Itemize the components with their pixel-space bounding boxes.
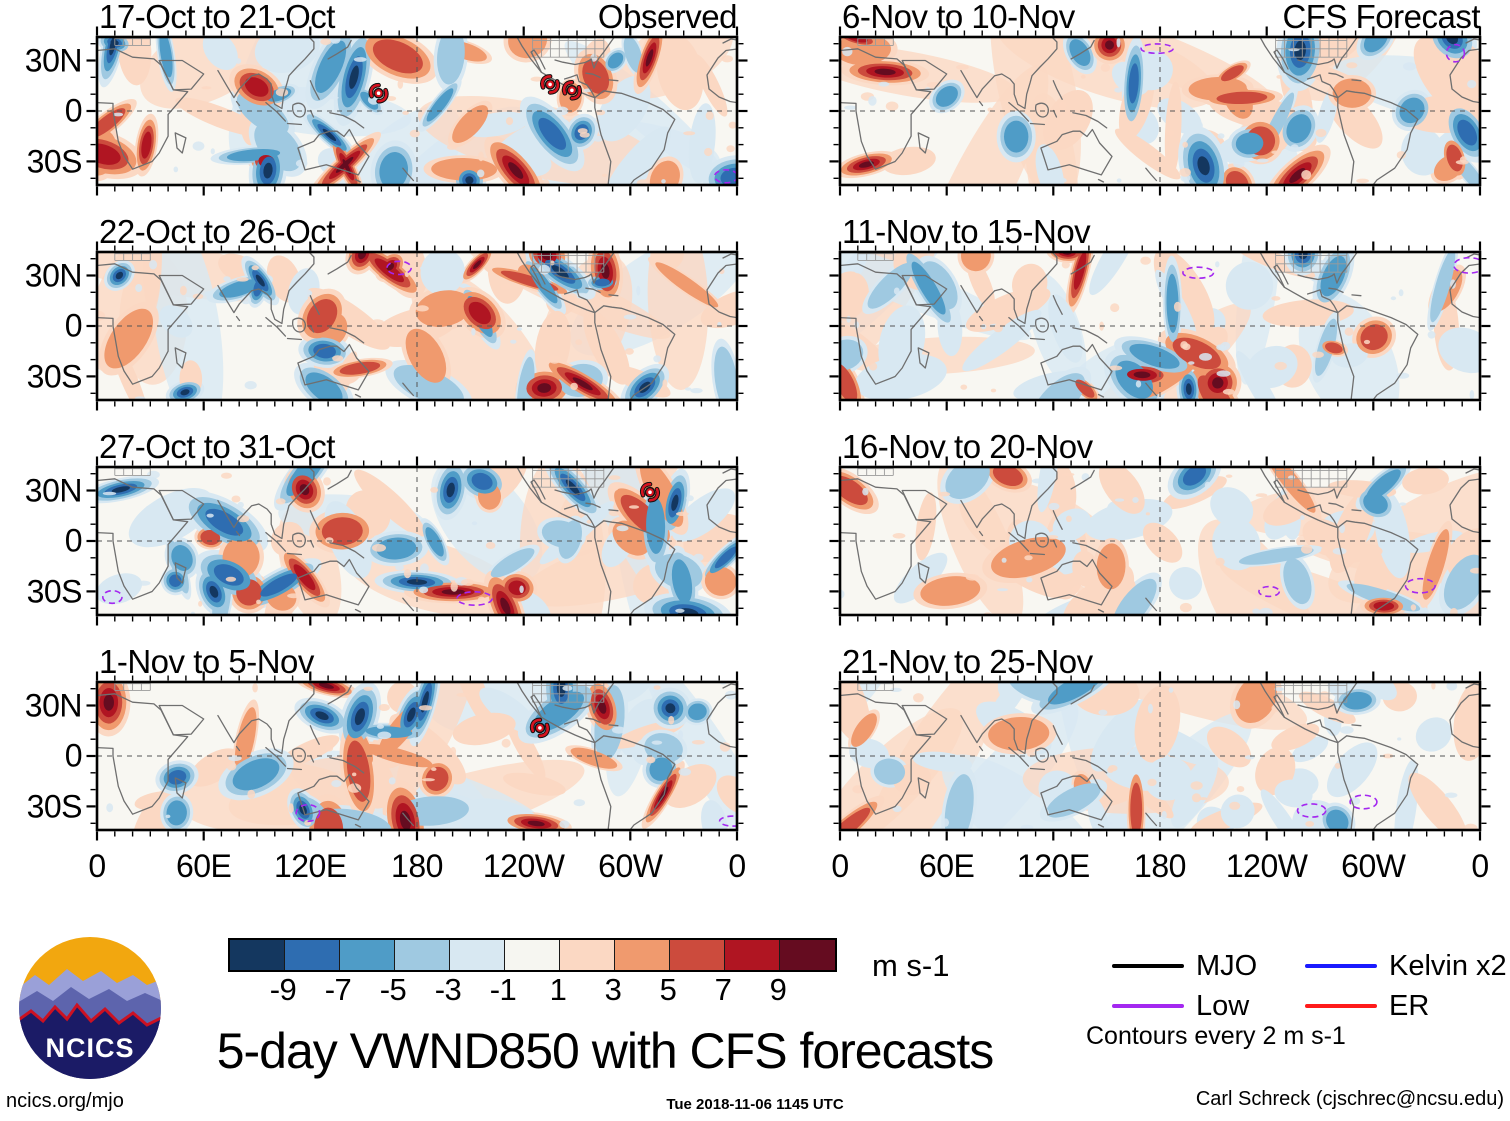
colorbar-swatch xyxy=(505,940,560,970)
map-canvas xyxy=(829,456,1491,626)
colorbar-tick-label: -7 xyxy=(324,972,352,1007)
map-canvas xyxy=(86,241,748,411)
lat-tick-label: 30S xyxy=(26,573,83,609)
legend-line-er xyxy=(1305,1004,1377,1008)
tropical-cyclone-icon xyxy=(540,74,561,95)
lat-tick-label: 0 xyxy=(64,92,83,129)
colorbar-tick-label: 3 xyxy=(604,972,622,1007)
panel-title: 17-Oct to 21-Oct xyxy=(99,0,335,35)
lat-tick-label: 30N xyxy=(24,257,83,293)
figure-title: 5-day VWND850 with CFS forecasts xyxy=(216,1023,995,1079)
colorbar-swatch xyxy=(230,940,285,970)
logo-foreground xyxy=(19,1005,161,1079)
lon-tick-label: 180 xyxy=(1134,848,1186,884)
panel-title: 11-Nov to 15-Nov xyxy=(842,213,1091,250)
legend-label: MJO xyxy=(1196,950,1258,982)
lat-tick-label: 0 xyxy=(64,737,83,774)
panel-observed-1nov: 1-Nov to 5-Nov xyxy=(86,644,748,841)
lon-tick-label: 120E xyxy=(1016,848,1090,884)
contour-interval-note: Contours every 2 m s-1 xyxy=(1086,1022,1346,1050)
lat-tick-label: 30N xyxy=(24,42,83,78)
legend-line-low xyxy=(1112,1004,1184,1008)
lon-tick-label: 60E xyxy=(918,848,975,884)
lon-tick-label: 0 xyxy=(1471,848,1489,884)
lat-tick-label: 0 xyxy=(64,522,83,559)
lon-tick-label: 60W xyxy=(598,848,663,884)
legend-line-mjo xyxy=(1112,964,1184,968)
colorbar-tick-label: -1 xyxy=(489,972,517,1007)
generation-timestamp: Tue 2018-11-06 1145 UTC xyxy=(666,1096,844,1113)
colorbar xyxy=(228,938,837,972)
panel-title: 27-Oct to 31-Oct xyxy=(99,428,335,465)
colorbar-swatch xyxy=(780,940,835,970)
panel-forecast-16nov: 16-Nov to 20-Nov xyxy=(829,429,1491,626)
colorbar-swatch xyxy=(340,940,395,970)
colorbar-swatch xyxy=(560,940,615,970)
lon-tick-label: 0 xyxy=(88,848,106,884)
tropical-cyclone-icon xyxy=(561,79,582,101)
colorbar-tick-label: -9 xyxy=(269,972,297,1007)
panel-title: 6-Nov to 10-Nov xyxy=(842,0,1075,35)
lon-tick-label: 0 xyxy=(728,848,746,884)
lat-tick-label: 30S xyxy=(26,143,83,179)
lon-tick-label: 180 xyxy=(391,848,443,884)
lon-tick-label: 60E xyxy=(175,848,232,884)
colorbar-tick-label: 5 xyxy=(659,972,677,1007)
colorbar-swatch xyxy=(615,940,670,970)
colorbar-swatch xyxy=(670,940,725,970)
legend-line-kelvin-x2 xyxy=(1305,964,1377,968)
tropical-cyclone-icon xyxy=(529,717,550,739)
colorbar-swatch xyxy=(725,940,780,970)
lat-tick-label: 30N xyxy=(24,472,83,508)
colorbar-tick-label: 1 xyxy=(549,972,567,1007)
panel-title: 22-Oct to 26-Oct xyxy=(99,213,335,250)
column-header-observed: Observed xyxy=(597,0,738,35)
colorbar-swatch xyxy=(285,940,340,970)
legend-label: Kelvin x2 xyxy=(1389,950,1507,982)
lon-tick-label: 0 xyxy=(831,848,849,884)
panel-observed-17oct: 17-Oct to 21-Oct Observed xyxy=(86,0,748,196)
author-credit: Carl Schreck (cjschrec@ncsu.edu) xyxy=(1195,1088,1504,1110)
colorbar-swatch xyxy=(395,940,450,970)
colorbar-swatch xyxy=(450,940,505,970)
panel-observed-22oct: 22-Oct to 26-Oct xyxy=(86,214,748,411)
panel-observed-27oct: 27-Oct to 31-Oct xyxy=(86,429,748,626)
lat-tick-label: 30S xyxy=(26,358,83,394)
panel-forecast-11nov: 11-Nov to 15-Nov xyxy=(829,214,1491,411)
lat-tick-label: 30N xyxy=(24,687,83,723)
colorbar-tick-label: 9 xyxy=(769,972,787,1007)
panel-title: 1-Nov to 5-Nov xyxy=(99,643,314,680)
map-canvas xyxy=(829,26,1491,196)
panel-title: 16-Nov to 20-Nov xyxy=(842,428,1093,465)
panel-forecast-6nov: 6-Nov to 10-Nov CFS Forecast xyxy=(829,0,1491,196)
map-canvas xyxy=(86,456,748,626)
map-canvas xyxy=(86,26,748,196)
colorbar-tick-label: -3 xyxy=(434,972,462,1007)
colorbar-units-label: m s-1 xyxy=(872,948,950,983)
lon-tick-label: 120W xyxy=(482,848,565,884)
lon-tick-label: 60W xyxy=(1341,848,1406,884)
legend-label: Low xyxy=(1196,990,1250,1022)
lon-tick-label: 120W xyxy=(1225,848,1308,884)
map-canvas xyxy=(829,241,1491,411)
map-canvas xyxy=(86,671,748,841)
site-url: ncics.org/mjo xyxy=(6,1090,124,1112)
ncics-logo: NCICS xyxy=(19,937,161,1079)
logo-text: NCICS xyxy=(45,1033,134,1063)
tropical-cyclone-icon xyxy=(368,82,389,104)
logo-red-ridge xyxy=(19,1002,161,1027)
legend-label: ER xyxy=(1389,990,1430,1022)
tropical-cyclone-icon xyxy=(639,481,661,503)
lon-tick-label: 120E xyxy=(273,848,347,884)
column-header-cfs-forecast: CFS Forecast xyxy=(1282,0,1480,35)
panel-title: 21-Nov to 25-Nov xyxy=(842,643,1093,680)
lat-tick-label: 30S xyxy=(26,788,83,824)
map-canvas xyxy=(829,671,1491,841)
colorbar-tick-label: 7 xyxy=(714,972,732,1007)
colorbar-tick-label: -5 xyxy=(379,972,407,1007)
panel-forecast-21nov: 21-Nov to 25-Nov xyxy=(829,644,1491,841)
lat-tick-label: 0 xyxy=(64,307,83,344)
